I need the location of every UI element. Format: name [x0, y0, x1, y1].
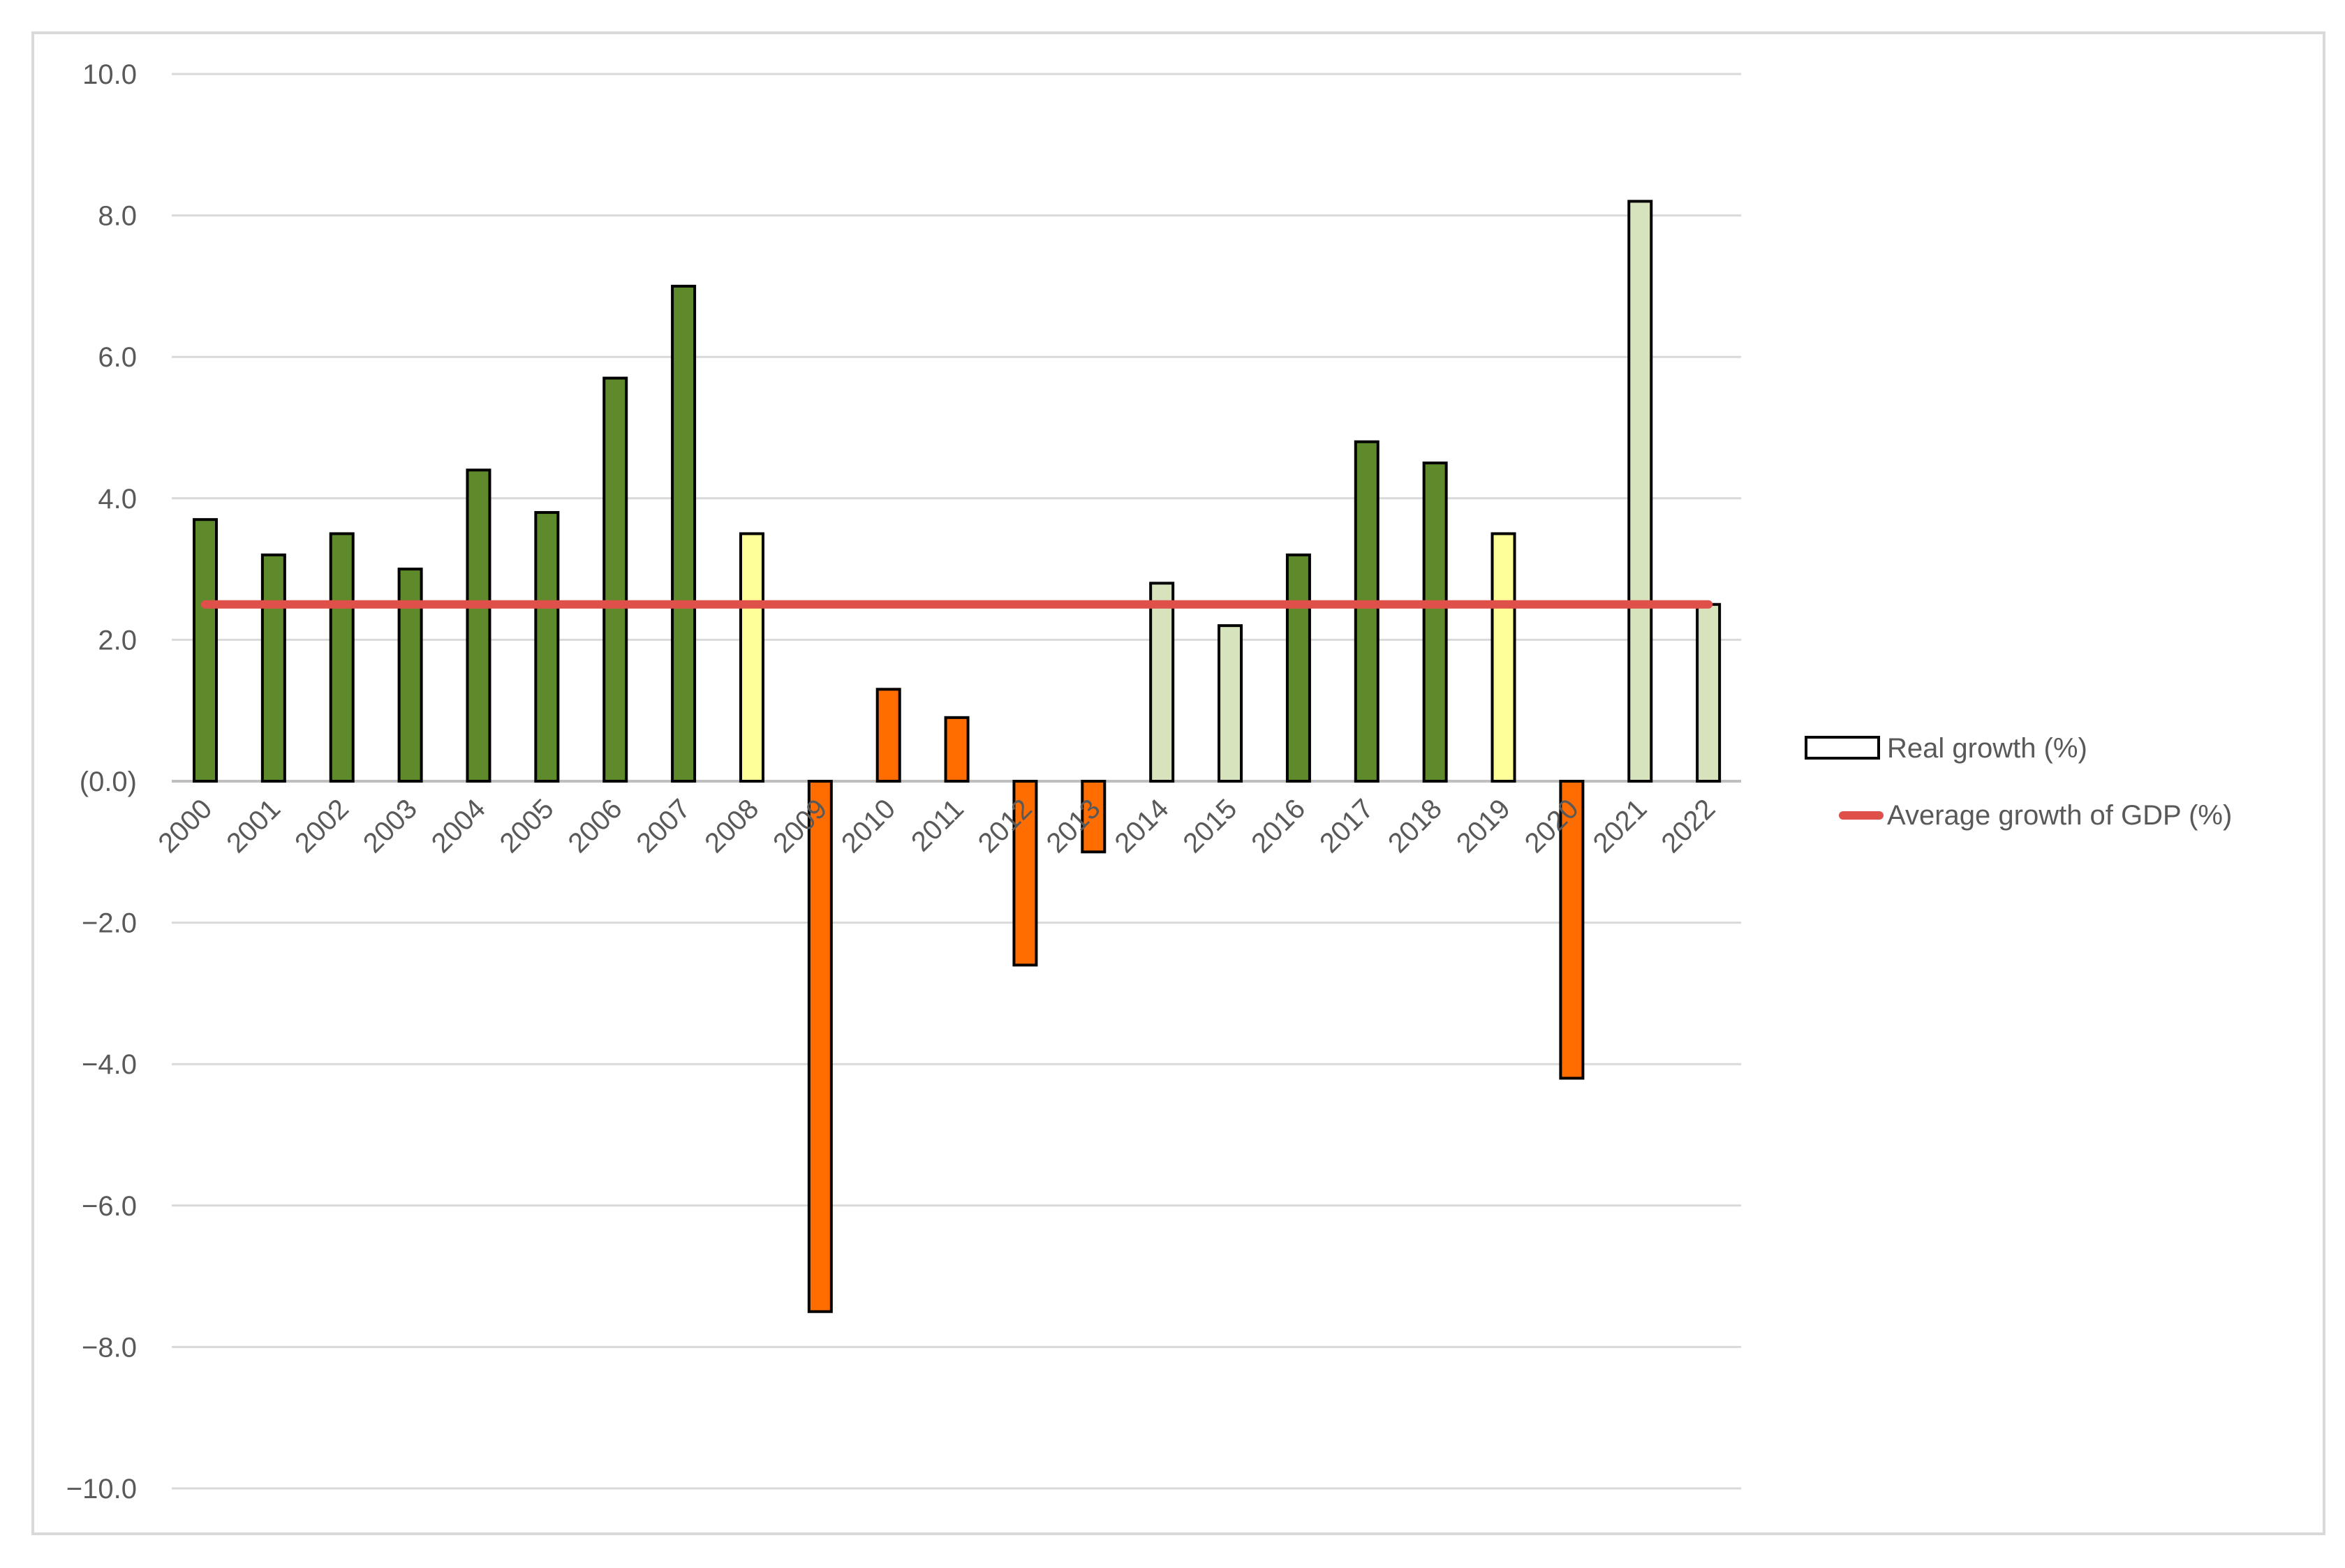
bar-2014	[1149, 582, 1175, 783]
bar-2002	[329, 532, 355, 783]
bar-2022	[1696, 602, 1722, 783]
legend: Real growth (%) Average growth of GDP (%…	[1805, 733, 2232, 831]
legend-swatch-real-growth	[1805, 736, 1880, 760]
y-tick-label: −10.0	[66, 1474, 137, 1504]
y-tick-label: 2.0	[98, 625, 137, 656]
y-tick-label: (0.0)	[80, 767, 137, 797]
bar-2019	[1490, 532, 1516, 783]
bar-2000	[193, 518, 218, 783]
bar-2018	[1422, 461, 1448, 783]
bars	[193, 200, 1722, 1313]
chart-frame	[31, 31, 2325, 1535]
y-tick-label: −6.0	[82, 1191, 137, 1222]
legend-label-real-growth: Real growth (%)	[1887, 733, 2087, 764]
bar-2015	[1218, 624, 1243, 783]
legend-label-average-growth: Average growth of GDP (%)	[1887, 800, 2232, 831]
y-tick-label: −4.0	[82, 1049, 137, 1080]
bar-2001	[260, 553, 286, 783]
y-tick-label: −2.0	[82, 908, 137, 939]
bar-2012	[1012, 780, 1038, 967]
bar-2013	[1081, 780, 1107, 854]
bar-2009	[807, 780, 833, 1313]
bar-2011	[944, 716, 970, 783]
bar-2017	[1354, 440, 1379, 783]
bar-2005	[534, 511, 560, 783]
y-tick-label: −8.0	[82, 1332, 137, 1363]
bar-2006	[602, 376, 628, 783]
bar-2016	[1285, 553, 1311, 783]
y-tick-label: 6.0	[98, 342, 137, 373]
bar-2004	[466, 468, 491, 783]
y-tick-label: 10.0	[82, 59, 137, 90]
y-tick-label: 8.0	[98, 201, 137, 232]
y-axis-tick-labels: 10.0 8.0 6.0 4.0 2.0 (0.0) −2.0 −4.0 −6.0 −8.0 −10…	[66, 59, 137, 1504]
bar-2020	[1559, 780, 1585, 1080]
y-tick-label: 4.0	[98, 484, 137, 515]
bar-2007	[671, 284, 697, 783]
bar-2021	[1627, 200, 1653, 783]
gridlines	[172, 73, 1741, 1490]
bar-2008	[739, 532, 764, 783]
bar-2010	[875, 688, 901, 783]
